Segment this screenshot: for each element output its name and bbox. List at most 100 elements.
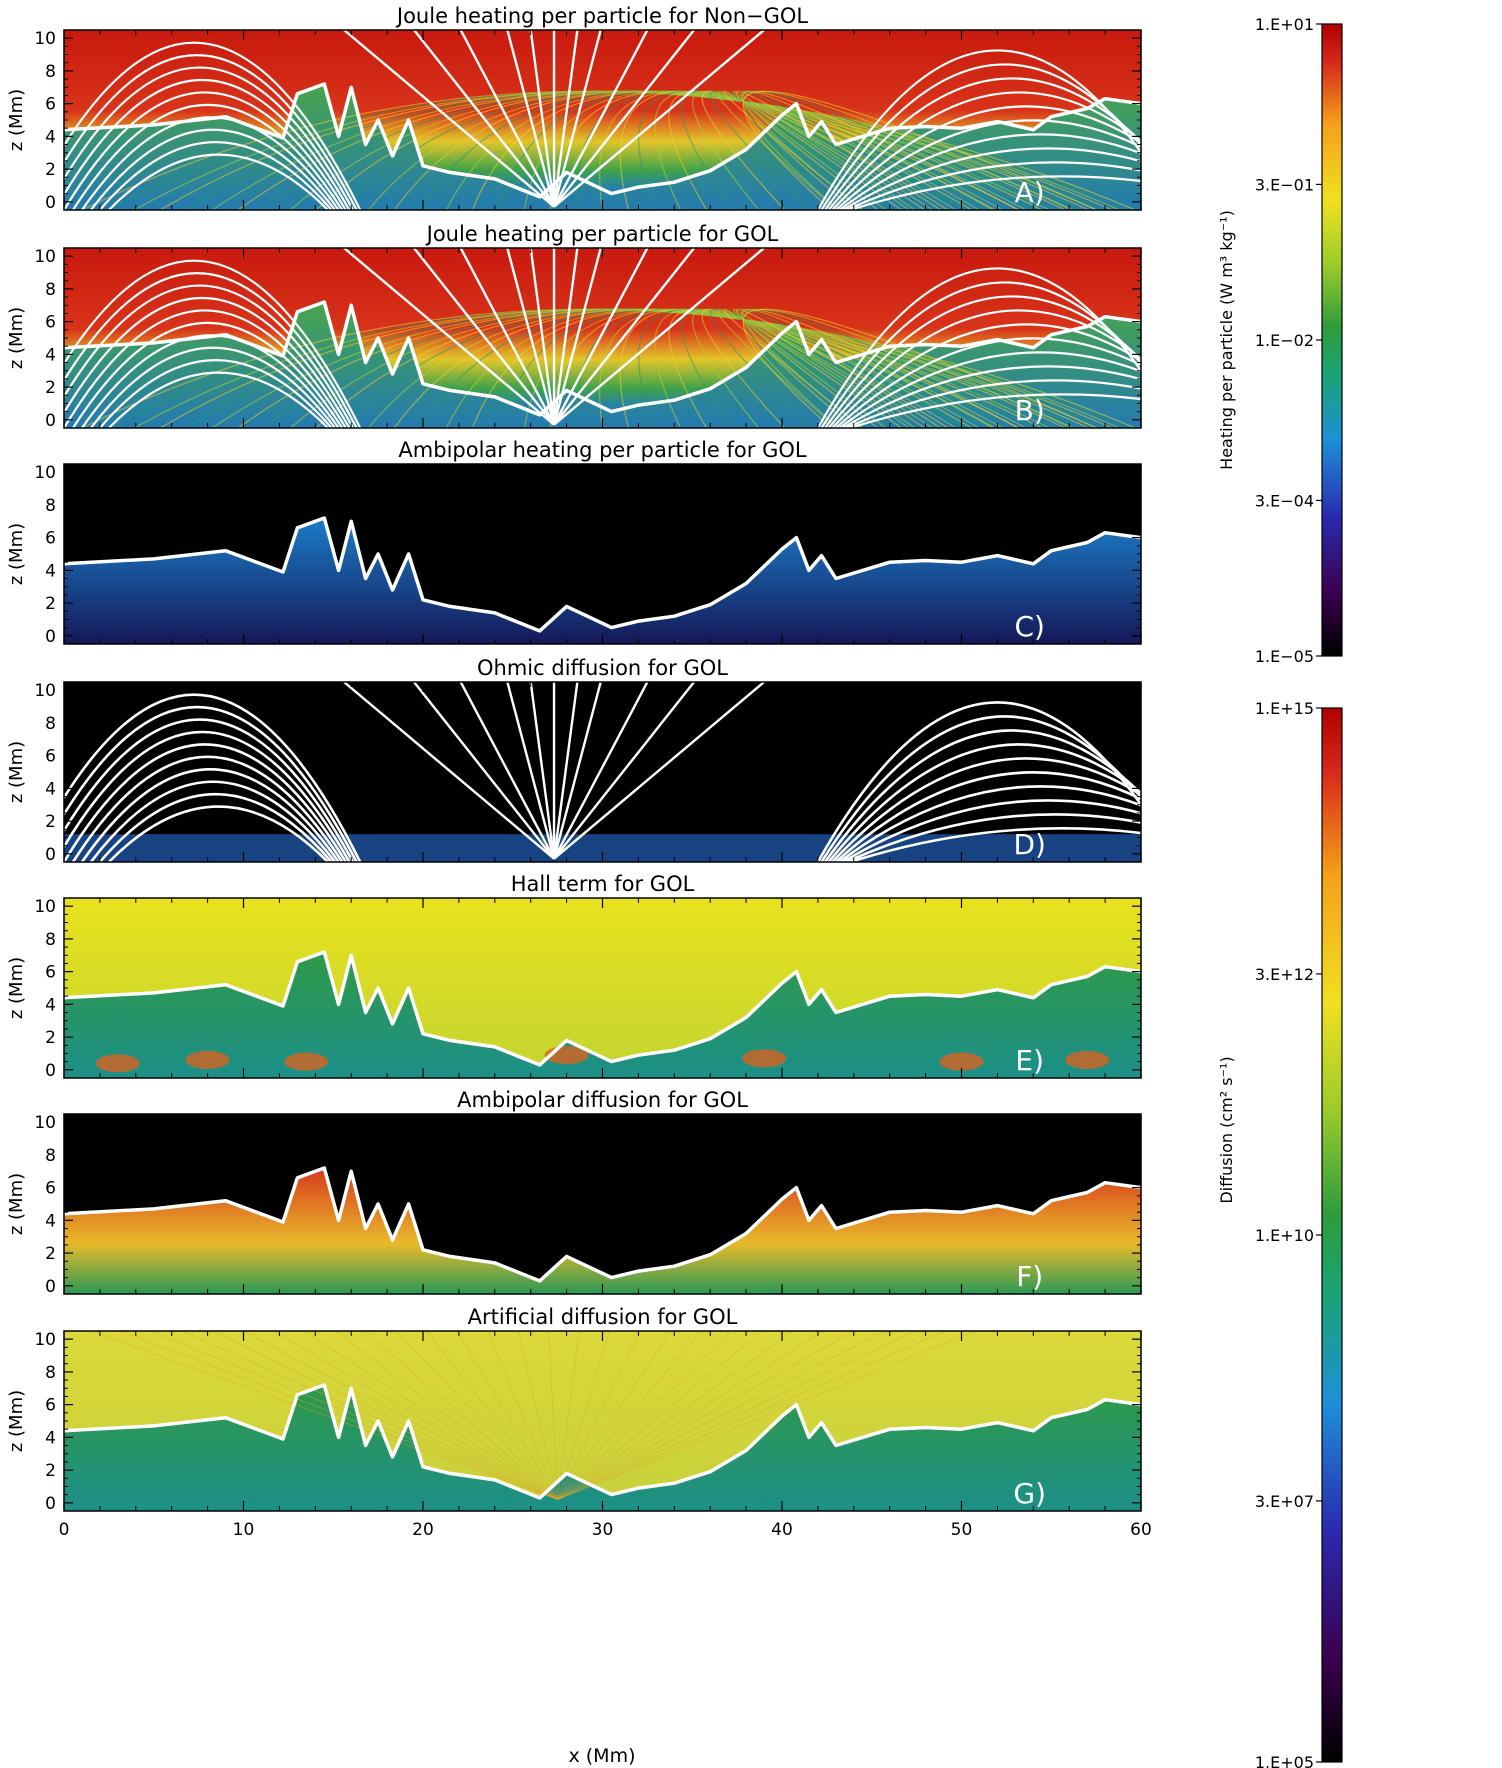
field-line (64, 54, 358, 210)
field-line (827, 309, 1141, 428)
field-line (99, 141, 333, 210)
diffusion-streak (121, 1331, 558, 1500)
field-line (413, 30, 555, 208)
heating-streak (701, 308, 926, 428)
field-line (553, 682, 695, 860)
y-tick-label: 4 (45, 345, 56, 365)
y-tick-label: 4 (45, 779, 56, 799)
field-line (552, 682, 649, 860)
diffusion-streak (304, 1331, 558, 1500)
y-tick-label: 10 (34, 897, 56, 917)
colorbar-diffusion: 1.E+15 3.E+12 1.E+10 3.E+07 1.E+05 Diffusion … (1217, 699, 1343, 1768)
field-line (835, 771, 1141, 862)
heating-streak (692, 90, 933, 210)
y-axis-label: z (Mm) (6, 1390, 27, 1452)
hall-hotspot (1065, 1051, 1110, 1069)
y-tick-label: 2 (45, 594, 56, 614)
diffusion-streak (557, 1331, 611, 1500)
diffusion-streak (557, 1331, 763, 1500)
field-line (506, 682, 556, 860)
y-tick-label: 6 (45, 95, 56, 115)
panel-c: Ambipolar heating per particle for GOL C)… (6, 438, 1142, 647)
field-line (842, 365, 1141, 428)
field-line (553, 248, 765, 426)
colorbar-tick-label: 1.E+05 (1255, 1753, 1314, 1768)
heating-streak (728, 90, 894, 210)
panel-title: Ambipolar heating per particle for GOL (398, 438, 806, 462)
panel-label: F) (1016, 1260, 1043, 1293)
colorbar-label: Heating per particle (W m³ kg⁻¹) (1217, 210, 1236, 470)
diffusion-streak (557, 1331, 641, 1500)
low-atmosphere-region (64, 1168, 1141, 1294)
y-tick-label: 0 (45, 1061, 56, 1081)
diffusion-streak (557, 1331, 794, 1500)
y-axis-label: z (Mm) (6, 1173, 27, 1235)
y-tick-label: 6 (45, 747, 56, 767)
hall-hotspot (742, 1049, 787, 1068)
hall-hotspot (95, 1054, 140, 1073)
field-line (552, 30, 649, 208)
field-line (64, 743, 347, 862)
field-line (831, 105, 1141, 210)
heatmap-background (64, 682, 1141, 862)
y-tick-label: 0 (45, 845, 56, 865)
y-tick-label: 6 (45, 1396, 56, 1416)
field-line (64, 66, 354, 210)
diffusion-streak (365, 1331, 558, 1500)
field-line (846, 161, 1141, 210)
contour-line (64, 1383, 1141, 1500)
diffusion-streak (557, 1331, 854, 1500)
field-line (838, 351, 1141, 428)
colorbar-gradient (1321, 707, 1343, 1763)
panel-g: Artificial diffusion for GOL G) 0 2 4 6 8 10 z (… (6, 1305, 1152, 1540)
diffusion-streak (243, 1331, 558, 1500)
field-line (459, 30, 556, 208)
x-tick-label: 0 (59, 1520, 70, 1540)
y-tick-label: 6 (45, 313, 56, 333)
low-atmosphere-region (64, 302, 1141, 428)
field-line (71, 755, 344, 862)
field-line (552, 682, 579, 859)
colorbar-tick-label: 1.E+01 (1255, 15, 1314, 34)
field-line (343, 30, 555, 208)
field-line (831, 757, 1141, 862)
field-line (459, 248, 556, 426)
y-axis-label: z (Mm) (6, 307, 27, 369)
x-tick-label: 60 (1130, 1520, 1152, 1540)
field-line (842, 147, 1141, 210)
colorbar-tick-label: 1.E−02 (1255, 331, 1314, 350)
field-line (64, 297, 351, 428)
panel-title: Joule heating per particle for GOL (425, 222, 779, 246)
y-tick-label: 6 (45, 963, 56, 983)
heating-streak (692, 308, 933, 428)
field-line (80, 768, 340, 862)
diffusion-streak (151, 1331, 558, 1500)
y-tick-label: 0 (45, 1494, 56, 1514)
panel-d: Ohmic diffusion for GOL D) 0 2 4 6 8 10 z (Mm) (6, 656, 1142, 865)
x-tick-label: 50 (951, 1520, 973, 1540)
field-line (64, 309, 347, 428)
field-line (64, 718, 355, 862)
field-line (506, 248, 556, 426)
y-tick-label: 10 (34, 247, 56, 267)
y-tick-label: 4 (45, 1428, 56, 1448)
diffusion-streak (557, 1331, 977, 1500)
diffusion-streak (456, 1331, 558, 1500)
field-line (529, 248, 556, 425)
y-tick-label: 2 (45, 1461, 56, 1481)
x-axis-label: x (Mm) (568, 1745, 635, 1767)
y-tick-label: 10 (34, 29, 56, 49)
hall-hotspot (284, 1052, 329, 1071)
low-atmosphere-region (64, 518, 1141, 644)
panel-title: Ambipolar diffusion for GOL (457, 1088, 748, 1112)
diffusion-streak (557, 1331, 946, 1500)
heating-streak (728, 308, 894, 428)
field-line (552, 682, 602, 860)
field-line (90, 346, 336, 428)
y-axis-label: z (Mm) (6, 89, 27, 151)
field-line (827, 91, 1141, 210)
panel-a: Joule heating per particle for Non−GOL A)… (6, 4, 1142, 213)
y-tick-label: 4 (45, 995, 56, 1015)
field-line (827, 743, 1141, 862)
